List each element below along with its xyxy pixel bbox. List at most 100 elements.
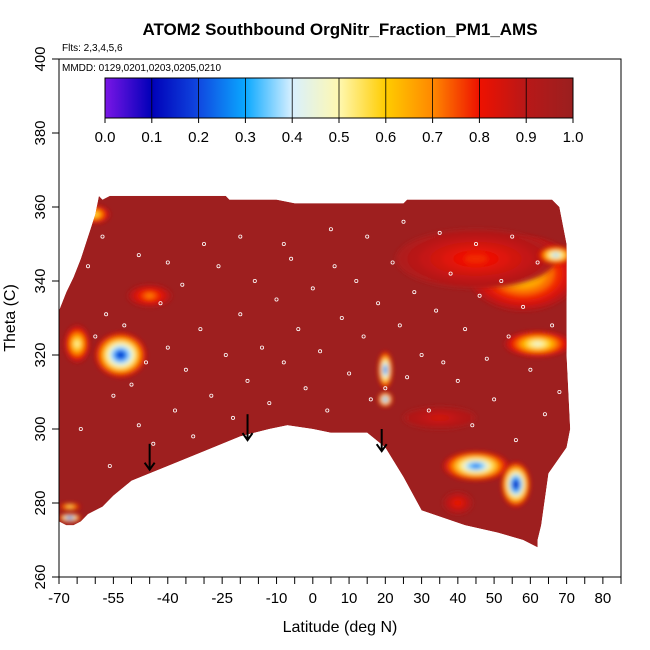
data-field <box>59 195 571 548</box>
colorbar-tick-label: 0.1 <box>141 129 162 146</box>
x-tick-label: 30 <box>413 590 430 607</box>
y-tick-label: 280 <box>32 490 49 515</box>
sample-point <box>216 264 221 269</box>
y-tick-label: 260 <box>32 564 49 589</box>
sample-point <box>492 397 497 402</box>
feature-8 <box>537 245 571 265</box>
sample-point <box>542 412 547 417</box>
sample-point <box>223 352 228 357</box>
feature-group <box>59 205 571 523</box>
feature-4 <box>378 351 393 389</box>
sample-point <box>245 378 250 383</box>
sample-point <box>347 371 352 376</box>
x-tick-label: -40 <box>157 590 179 607</box>
sample-point <box>252 278 257 283</box>
sample-point <box>397 323 402 328</box>
sample-point <box>412 290 417 295</box>
sample-point <box>136 253 141 258</box>
sample-point <box>510 234 515 239</box>
feature-13 <box>59 503 81 511</box>
flights-subtitle: Flts: 2,3,4,5,6 <box>62 43 123 54</box>
y-tick-label: 300 <box>32 416 49 441</box>
y-axis-label: Theta (C) <box>2 284 19 352</box>
sample-point <box>158 301 163 306</box>
sample-point <box>448 271 453 276</box>
feature-14 <box>443 491 473 515</box>
sample-point <box>463 327 468 332</box>
colorbar-tick-label: 1.0 <box>563 129 584 146</box>
y-tick-label: 340 <box>32 268 49 293</box>
sample-point <box>557 389 562 394</box>
x-tick-label: -55 <box>103 590 125 607</box>
sample-point <box>401 219 406 224</box>
colorbar-tick-label: 0.5 <box>329 129 350 146</box>
colorbar: 0.0 0.1 0.2 0.3 0.4 0.5 0.6 0.7 0.8 0.9 1.0 <box>95 77 584 146</box>
colorbar-tick-label: 0.9 <box>516 129 537 146</box>
sample-point <box>296 327 301 332</box>
sample-point <box>198 327 203 332</box>
feature-7 <box>396 229 556 289</box>
arrow-marker <box>241 414 254 442</box>
x-tick-label: 70 <box>558 590 575 607</box>
sample-point <box>303 386 308 391</box>
sample-point <box>274 297 279 302</box>
sample-point <box>86 264 91 269</box>
x-tick-label: 0 <box>309 590 317 607</box>
sample-point <box>230 415 235 420</box>
sample-point <box>259 345 264 350</box>
colorbar-tick-label: 0.2 <box>188 129 209 146</box>
sample-point <box>513 438 518 443</box>
sample-point <box>437 230 442 235</box>
feature-0 <box>95 332 147 378</box>
sample-point <box>376 301 381 306</box>
colorbar-tick-label: 0.7 <box>422 129 443 146</box>
sample-point <box>455 378 460 383</box>
sample-point <box>165 260 170 265</box>
x-tick-label: -25 <box>211 590 233 607</box>
colorbar-tick-label: 0.6 <box>375 129 396 146</box>
y-tick-label: 360 <box>32 194 49 219</box>
arrows <box>143 414 388 472</box>
sample-point <box>339 315 344 320</box>
x-tick-label: -70 <box>48 590 70 607</box>
sample-point <box>238 234 243 239</box>
sample-point <box>328 227 333 232</box>
sample-point <box>310 286 315 291</box>
sample-point <box>354 278 359 283</box>
x-tick-label: 60 <box>522 590 539 607</box>
y-tick-label: 380 <box>32 120 49 145</box>
arrow-marker <box>143 443 156 472</box>
sample-point <box>111 393 116 398</box>
dates-subtitle: MMDD: 0129,0201,0203,0205,0210 <box>62 63 221 74</box>
sample-point <box>506 334 511 339</box>
x-axis: -70 -55 -40 -25 -10 0 10 20 30 40 50 60 70 80 <box>48 577 622 607</box>
sample-point <box>365 234 370 239</box>
sample-point <box>390 260 395 265</box>
x-tick-label: -10 <box>266 590 288 607</box>
feature-9 <box>505 331 571 357</box>
feature-10 <box>443 451 509 481</box>
sample-point <box>550 323 555 328</box>
sample-point <box>180 282 185 287</box>
sample-point <box>318 349 323 354</box>
sample-point <box>172 408 177 413</box>
x-tick-label: 20 <box>377 590 394 607</box>
colorbar-tick-label: 0.8 <box>469 129 490 146</box>
colorbar-tick-label: 0.3 <box>235 129 256 146</box>
sample-point <box>289 256 294 261</box>
sample-point <box>122 323 127 328</box>
colorbar-tick-label: 0.4 <box>282 129 303 146</box>
sample-point <box>209 393 214 398</box>
sample-point <box>426 408 431 413</box>
sample-points <box>78 219 562 480</box>
sample-point <box>136 423 141 428</box>
plot-area <box>59 195 571 548</box>
sample-point <box>267 401 272 406</box>
sample-point <box>473 241 478 246</box>
feature-2 <box>80 205 110 224</box>
sample-point <box>165 345 170 350</box>
sample-point <box>383 386 388 391</box>
sample-point <box>470 423 475 428</box>
y-tick-label: 320 <box>32 342 49 367</box>
